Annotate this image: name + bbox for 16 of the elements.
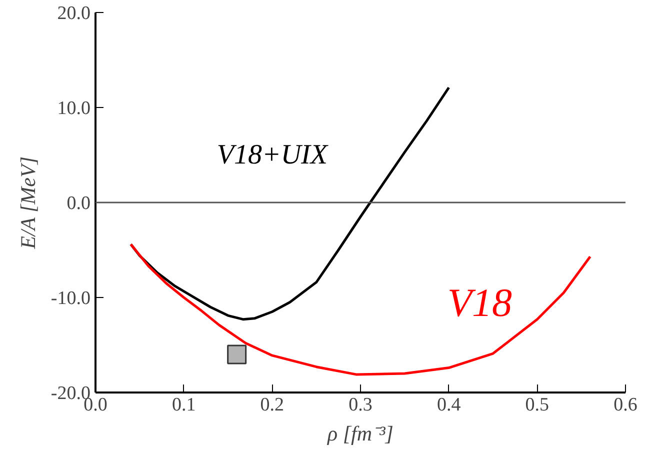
x-tick-label: 0.1 <box>172 394 196 416</box>
y-tick-label: 10.0 <box>57 98 90 119</box>
x-tick-label: 0.5 <box>525 394 550 416</box>
y-axis-title: E/A [MeV] <box>16 156 40 250</box>
line-series <box>130 86 450 321</box>
x-tick-label: 0.4 <box>436 394 462 416</box>
x-tick-label: 0.3 <box>348 394 372 416</box>
x-tick-label: 0.6 <box>614 394 638 416</box>
series-label: V18+UIX <box>216 140 328 170</box>
x-axis-title: ρ [fm⁻³] <box>326 422 394 446</box>
y-tick-label: -10.0 <box>50 288 90 309</box>
series-label: V18 <box>448 280 512 325</box>
y-tick-label: 0.0 <box>66 193 90 214</box>
x-tick-label: 0.2 <box>260 394 284 416</box>
line-series <box>130 243 592 376</box>
y-tick-label: 20.0 <box>57 3 90 24</box>
